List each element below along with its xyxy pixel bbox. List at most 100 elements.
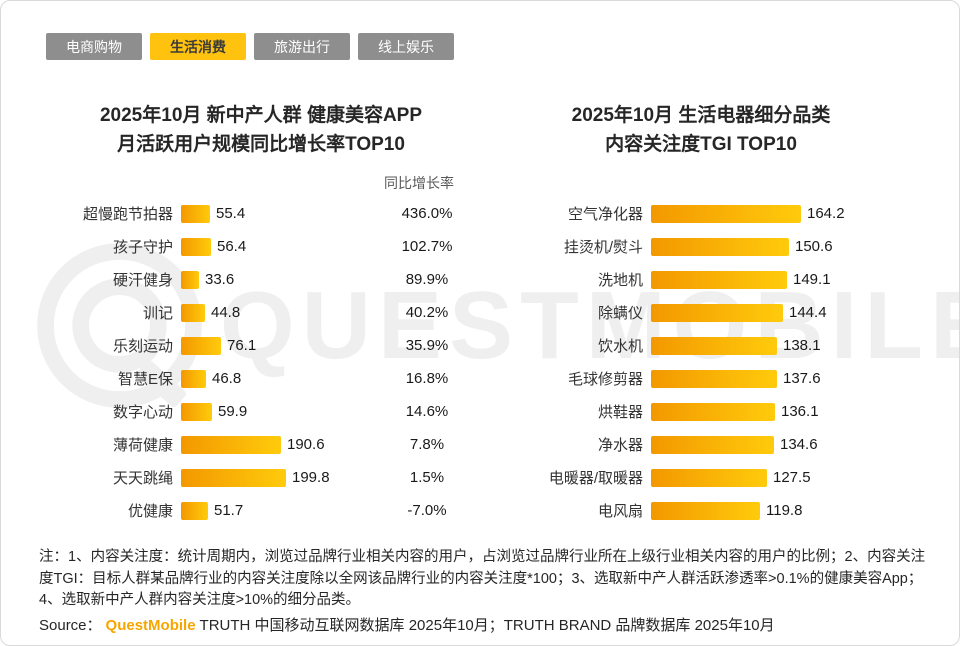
source-text: TRUTH 中国移动互联网数据库 2025年10月；TRUTH BRAND 品牌…: [199, 617, 775, 634]
right-chart-rows: 空气净化器 164.2 挂烫机/熨斗 150.6 洗地机 149.1 除螨仪 144.4 饮水机…: [481, 197, 921, 527]
value-bar: [651, 369, 777, 388]
value-label: 136.1: [781, 403, 819, 420]
bar-zone: 136.1: [651, 402, 819, 421]
chart-row: 优健康 51.7 -7.0%: [41, 494, 481, 527]
value-label: 46.8: [212, 370, 242, 387]
chart-row: 饮水机 138.1: [481, 329, 921, 362]
bar-zone: 33.6: [181, 270, 377, 289]
right-chart-title-line1: 2025年10月 生活电器细分品类: [571, 105, 831, 126]
value-label: 190.6: [287, 436, 325, 453]
value-bar: [651, 435, 774, 454]
value-bar: [651, 468, 767, 487]
tab-ecommerce-shopping[interactable]: 电商购物: [46, 33, 142, 60]
growth-rate-label: 14.6%: [405, 403, 449, 420]
bar-zone: 190.6: [181, 435, 377, 454]
source-prefix: Source：: [39, 617, 102, 634]
left-chart-title-line1: 2025年10月 新中产人群 健康美容APP: [99, 105, 423, 126]
category-label: 除螨仪: [597, 305, 643, 322]
value-bar: [651, 204, 801, 223]
tab-online-entertainment[interactable]: 线上娱乐: [358, 33, 454, 60]
value-label: 199.8: [292, 469, 330, 486]
chart-row: 天天跳绳 199.8 1.5%: [41, 461, 481, 494]
tab-travel[interactable]: 旅游出行: [254, 33, 350, 60]
left-chart-title-line2: 月活跃用户规模同比增长率TOP10: [117, 134, 405, 155]
left-chart-title: 2025年10月 新中产人群 健康美容APP 月活跃用户规模同比增长率TOP10: [41, 101, 481, 159]
value-bar: [651, 402, 775, 421]
chart-row: 净水器 134.6: [481, 428, 921, 461]
bar-zone: 56.4: [181, 237, 377, 256]
category-tabs: 电商购物 生活消费 旅游出行 线上娱乐: [46, 33, 454, 60]
value-label: 51.7: [214, 502, 244, 519]
value-bar: [651, 237, 789, 256]
growth-rate-label: 1.5%: [409, 469, 445, 486]
value-bar: [181, 468, 286, 487]
category-label: 优健康: [127, 503, 173, 520]
bar-zone: 44.8: [181, 303, 377, 322]
bar-zone: 138.1: [651, 336, 821, 355]
value-bar: [181, 303, 205, 322]
chart-row: 挂烫机/熨斗 150.6: [481, 230, 921, 263]
chart-appliance-tgi: 2025年10月 生活电器细分品类 内容关注度TGI TOP10 空气净化器 16…: [481, 101, 921, 527]
value-bar: [651, 501, 760, 520]
chart-row: 电风扇 119.8: [481, 494, 921, 527]
bar-zone: 119.8: [651, 501, 802, 520]
growth-rate-label: 16.8%: [405, 370, 449, 387]
chart-row: 乐刻运动 76.1 35.9%: [41, 329, 481, 362]
footnotes: 注：1、内容关注度：统计周期内，浏览过品牌行业相关内容的用户，占浏览过品牌行业所…: [39, 549, 926, 608]
growth-rate-label: 7.8%: [409, 436, 445, 453]
value-label: 144.4: [789, 304, 827, 321]
value-label: 149.1: [793, 271, 831, 288]
value-label: 33.6: [205, 271, 235, 288]
category-label: 空气净化器: [567, 206, 643, 223]
chart-health-beauty-app-growth: 2025年10月 新中产人群 健康美容APP 月活跃用户规模同比增长率TOP10…: [41, 101, 481, 527]
bar-zone: 134.6: [651, 435, 818, 454]
growth-rate-column-header: 同比增长率: [384, 175, 454, 191]
chart-row: 毛球修剪器 137.6: [481, 362, 921, 395]
value-label: 137.6: [783, 370, 821, 387]
right-header-spacer: [481, 173, 921, 193]
bar-zone: 127.5: [651, 468, 811, 487]
value-bar: [181, 336, 221, 355]
category-label: 智慧E保: [117, 371, 173, 388]
value-bar: [651, 336, 777, 355]
right-chart-title-line2: 内容关注度TGI TOP10: [605, 134, 797, 155]
bar-zone: 144.4: [651, 303, 827, 322]
value-bar: [181, 369, 206, 388]
value-label: 56.4: [217, 238, 247, 255]
value-bar: [181, 204, 210, 223]
category-label: 饮水机: [597, 338, 643, 355]
value-bar: [181, 501, 208, 520]
category-label: 超慢跑节拍器: [82, 206, 173, 223]
chart-row: 智慧E保 46.8 16.8%: [41, 362, 481, 395]
category-label: 烘鞋器: [597, 404, 643, 421]
bar-zone: 51.7: [181, 501, 377, 520]
chart-row: 除螨仪 144.4: [481, 296, 921, 329]
chart-row: 超慢跑节拍器 55.4 436.0%: [41, 197, 481, 230]
value-bar: [181, 270, 199, 289]
bar-zone: 199.8: [181, 468, 377, 487]
tab-life-consumption[interactable]: 生活消费: [150, 33, 246, 60]
chart-row: 训记 44.8 40.2%: [41, 296, 481, 329]
value-bar: [181, 237, 211, 256]
chart-row: 薄荷健康 190.6 7.8%: [41, 428, 481, 461]
category-label: 薄荷健康: [112, 437, 173, 454]
left-chart-rows: 超慢跑节拍器 55.4 436.0% 孩子守护 56.4 102.7% 硬汗健身 33.6 89…: [41, 197, 481, 527]
category-label: 毛球修剪器: [567, 371, 643, 388]
category-label: 天天跳绳: [112, 470, 173, 487]
growth-rate-label: 102.7%: [401, 238, 453, 255]
value-label: 44.8: [211, 304, 241, 321]
chart-row: 硬汗健身 33.6 89.9%: [41, 263, 481, 296]
value-label: 127.5: [773, 469, 811, 486]
category-label: 数字心动: [112, 404, 173, 421]
chart-row: 烘鞋器 136.1: [481, 395, 921, 428]
value-bar: [181, 435, 281, 454]
category-label: 硬汗健身: [112, 272, 173, 289]
bar-zone: 149.1: [651, 270, 831, 289]
source-line: Source： QuestMobile TRUTH 中国移动互联网数据库 2025年…: [39, 614, 775, 635]
value-label: 59.9: [218, 403, 248, 420]
questmobile-brand: QuestMobile: [105, 617, 196, 634]
category-label: 电暖器/取暖器: [548, 470, 643, 487]
growth-rate-label: -7.0%: [407, 502, 447, 519]
category-label: 挂烫机/熨斗: [563, 239, 643, 256]
